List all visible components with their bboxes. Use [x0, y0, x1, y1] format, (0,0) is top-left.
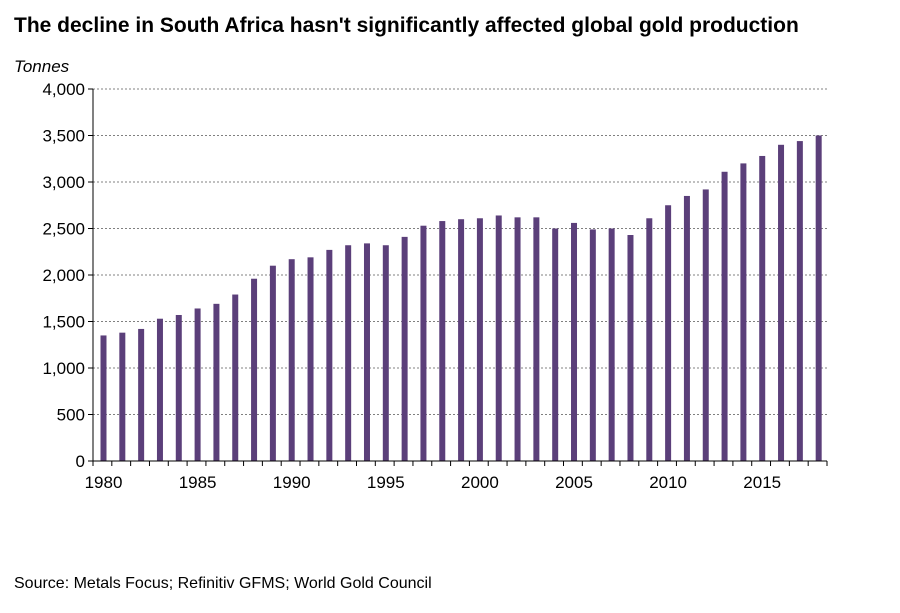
y-tick-label: 3,000: [42, 173, 85, 192]
bar-2001: [495, 215, 502, 461]
bar-2009: [646, 218, 653, 461]
bar-1984: [175, 314, 182, 461]
y-tick-label: 1,000: [42, 359, 85, 378]
bar-1994: [363, 243, 370, 461]
y-tick-labels: 0 500 1,000 1,500 2,000 2,500 3,000 3,500 4,000: [42, 80, 85, 471]
bar-2018: [815, 135, 822, 461]
bar-1995: [382, 245, 389, 461]
bar-1985: [194, 308, 201, 461]
bar-1986: [213, 303, 220, 461]
bar-2004: [552, 228, 559, 461]
x-tick-label: 2000: [461, 473, 499, 492]
bar-1988: [251, 278, 258, 461]
x-tick-label: 1980: [85, 473, 123, 492]
bar-1998: [439, 221, 446, 461]
bar-2002: [514, 217, 521, 461]
bar-1981: [119, 332, 126, 461]
bar-1999: [458, 219, 465, 461]
x-tick-labels: 1980 1985 1990 1995 2000 2005 2010 2015: [85, 473, 782, 492]
bar-2006: [589, 229, 596, 461]
x-tick-label: 1990: [273, 473, 311, 492]
x-tick-label: 2005: [555, 473, 593, 492]
bar-1991: [307, 257, 314, 461]
bar-1990: [288, 259, 295, 461]
bar-2003: [533, 217, 540, 461]
bar-1987: [232, 294, 239, 461]
bar-1982: [138, 328, 145, 461]
bar-2014: [740, 163, 747, 461]
x-tick-label: 1985: [179, 473, 217, 492]
y-tick-label: 3,500: [42, 127, 85, 146]
bar-1983: [156, 318, 163, 461]
bar-1996: [401, 236, 408, 461]
source-note: Source: Metals Focus; Refinitiv GFMS; Wo…: [14, 575, 432, 592]
bar-2010: [665, 205, 672, 461]
bar-1992: [326, 249, 333, 461]
y-tick-label: 1,500: [42, 313, 85, 332]
bar-2000: [476, 218, 483, 461]
bar-2011: [683, 195, 690, 461]
bar-2015: [759, 155, 766, 461]
x-tick-label: 2010: [649, 473, 687, 492]
bar-2017: [796, 141, 803, 461]
y-tick-label: 2,500: [42, 220, 85, 239]
bar-1980: [100, 335, 107, 461]
bars: [100, 135, 822, 462]
y-tick-label: 500: [57, 406, 85, 425]
y-tick-label: 4,000: [42, 80, 85, 99]
bar-2013: [721, 171, 728, 461]
bar-2012: [702, 189, 709, 461]
chart-title: The decline in South Africa hasn't signi…: [14, 14, 799, 37]
bar-1997: [420, 225, 427, 461]
bar-1989: [269, 265, 276, 461]
bar-2005: [571, 222, 578, 461]
bar-2016: [778, 144, 785, 462]
x-tick-label: 2015: [743, 473, 781, 492]
y-tick-label: 2,000: [42, 266, 85, 285]
axes: [88, 88, 828, 466]
x-tick-label: 1995: [367, 473, 405, 492]
y-axis-label: Tonnes: [14, 57, 70, 76]
bar-2007: [608, 228, 615, 461]
y-tick-label: 0: [76, 452, 85, 471]
bar-1993: [345, 245, 352, 461]
bar-2008: [627, 235, 634, 461]
